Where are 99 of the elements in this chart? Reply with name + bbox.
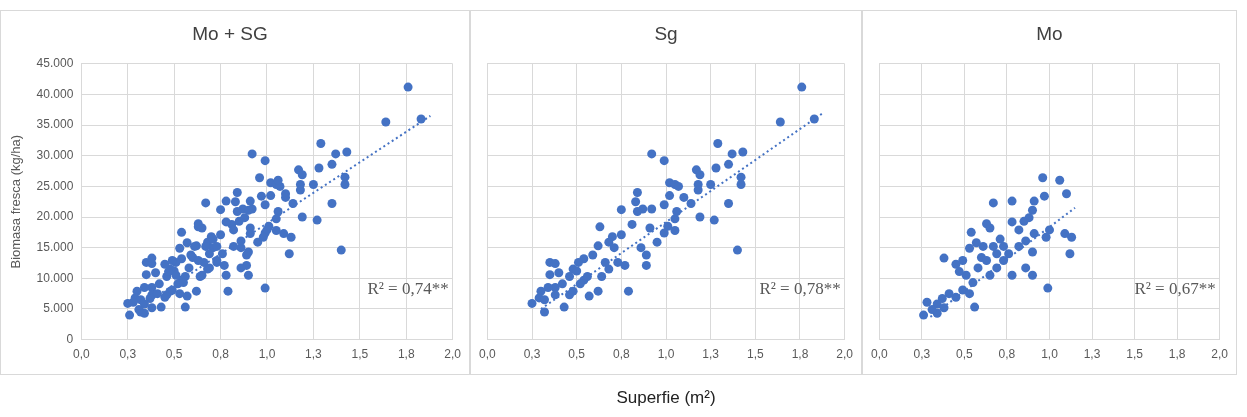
point [958, 285, 968, 295]
chart-title: Mo + SG [192, 22, 268, 44]
point [1014, 225, 1024, 235]
y-tick-label: 45.000 [36, 56, 74, 71]
point [927, 305, 937, 315]
point [1067, 232, 1077, 242]
point [1060, 229, 1070, 239]
x-tick-label: 2,0 [444, 347, 462, 362]
point [1021, 263, 1031, 273]
point [1027, 270, 1037, 280]
point [1007, 196, 1017, 206]
x-tick-label: 0,5 [568, 347, 586, 362]
x-tick-label: 1,5 [351, 347, 369, 362]
x-tick-label: 0,3 [119, 347, 137, 362]
chart-title: Sg [654, 22, 678, 44]
x-tick-label: 1,0 [258, 347, 276, 362]
y-tick-label: 20.000 [36, 209, 74, 224]
point [922, 297, 932, 307]
x-tick-label: 0,8 [998, 347, 1016, 362]
y-tick-label: 5.000 [43, 301, 74, 316]
point [919, 310, 929, 320]
x-tick-label: 0,0 [72, 347, 90, 362]
x-tick-label: 0,3 [523, 347, 541, 362]
y-tick-label: 25.000 [36, 178, 74, 193]
annotation: R² = 0,78** [759, 279, 841, 299]
point [965, 243, 975, 253]
point [992, 249, 1002, 259]
point [999, 241, 1009, 251]
point [1038, 173, 1048, 183]
point [961, 270, 971, 280]
y-tick-label: 15.000 [36, 239, 74, 254]
point [966, 227, 976, 237]
point [1039, 191, 1049, 201]
point [1065, 249, 1075, 259]
point [1045, 225, 1054, 235]
x-tick-label: 0,8 [212, 347, 230, 362]
y-axis-title: Biomasa fresca (kg/ha) [8, 134, 24, 269]
point [985, 223, 995, 233]
point [978, 241, 988, 251]
x-tick-label: 0,0 [871, 347, 888, 362]
x-tick-label: 2,0 [1211, 347, 1229, 362]
point [982, 256, 992, 266]
point [1007, 270, 1017, 280]
x-tick-label: 1,0 [1041, 347, 1059, 362]
point [939, 253, 949, 263]
point [944, 289, 954, 299]
point [1041, 232, 1051, 242]
point [1027, 247, 1037, 257]
annotation: R² = 0,74** [367, 279, 449, 299]
point [985, 270, 995, 280]
point [939, 303, 949, 313]
point [973, 263, 983, 273]
point [1027, 205, 1037, 215]
point [988, 241, 998, 251]
point [954, 267, 964, 277]
point [1007, 217, 1017, 227]
point [965, 289, 975, 299]
x-axis-title: Superfie (m²) [615, 388, 717, 408]
point [1029, 229, 1039, 239]
y-tick-label: 30.000 [36, 148, 74, 163]
point [1021, 236, 1031, 246]
x-tick-label: 1,8 [1168, 347, 1186, 362]
point [937, 294, 947, 304]
x-tick-label: 0,8 [612, 347, 630, 362]
x-tick-label: 1,3 [305, 347, 323, 362]
point [958, 256, 968, 266]
point [1062, 189, 1072, 199]
y-tick-label: 10.000 [36, 270, 74, 285]
x-tick-label: 1,0 [657, 347, 675, 362]
point [1004, 249, 1014, 259]
point [951, 292, 961, 302]
annotation: R² = 0,67** [1134, 279, 1216, 299]
x-tick-label: 0,0 [479, 347, 496, 362]
point [1043, 283, 1053, 293]
point [999, 256, 1009, 266]
x-tick-label: 1,8 [397, 347, 415, 362]
x-tick-label: 1,3 [702, 347, 720, 362]
x-tick-label: 2,0 [836, 347, 854, 362]
point [988, 198, 998, 208]
x-tick-label: 0,5 [165, 347, 183, 362]
y-tick-label: 0 [66, 331, 74, 346]
x-tick-label: 0,3 [913, 347, 931, 362]
point [992, 263, 1002, 273]
x-tick-label: 1,3 [1083, 347, 1101, 362]
point [995, 234, 1005, 244]
point [968, 278, 978, 288]
point [1055, 175, 1065, 185]
point [1019, 216, 1029, 226]
x-tick-label: 1,5 [1126, 347, 1144, 362]
point [1014, 241, 1024, 251]
point [1029, 196, 1039, 206]
x-tick-label: 1,5 [746, 347, 764, 362]
point [970, 302, 980, 312]
x-tick-label: 1,8 [791, 347, 809, 362]
chart-title: Mo [1036, 22, 1063, 44]
y-tick-label: 35.000 [36, 117, 74, 132]
x-tick-label: 0,5 [956, 347, 974, 362]
point [971, 238, 981, 248]
y-tick-label: 40.000 [36, 86, 74, 101]
